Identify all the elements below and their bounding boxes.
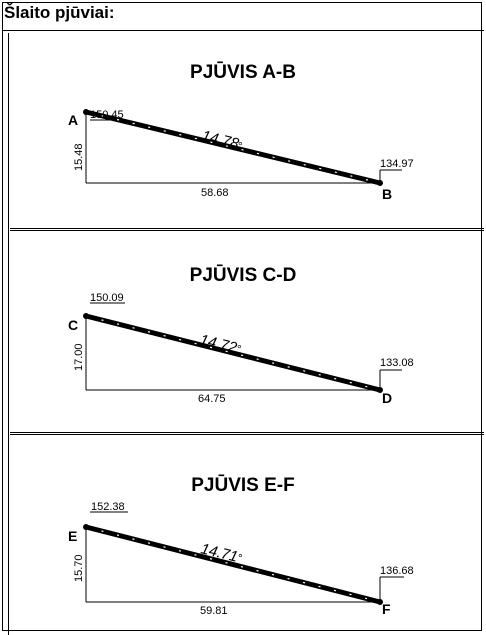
section-title-cd: PJŪVIS C-D (189, 265, 297, 286)
section-divider-2 (10, 432, 484, 435)
section-divider-1 (10, 228, 484, 231)
section-title-ab: PJŪVIS A-B (190, 62, 296, 83)
end-point-label: D (382, 390, 392, 406)
start-point-marker (83, 524, 89, 530)
drawing-frame (2, 2, 482, 631)
angle-degree-symbol: ° (237, 342, 242, 356)
start-elevation: 150.45 (90, 109, 124, 121)
end-point-marker (377, 180, 383, 186)
end-elevation: 134.97 (380, 158, 414, 170)
end-point-label: F (382, 601, 391, 617)
title-divider (2, 30, 484, 31)
start-point-label: A (68, 112, 78, 128)
inner-frame-border (8, 33, 486, 635)
end-point-marker (377, 387, 383, 393)
start-point-label: C (68, 317, 78, 333)
end-point-label: B (382, 186, 392, 202)
slope-height: 15.70 (73, 554, 85, 582)
profile-drawing-ef: E F 152.38 136.68 15.70 59.81 14.71 ° (68, 501, 414, 617)
section-title-ef: PJŪVIS E-F (191, 475, 295, 496)
slope-line (85, 109, 381, 186)
start-elevation: 150.09 (90, 292, 124, 304)
slope-length: 59.81 (200, 605, 228, 617)
end-elevation: 133.08 (380, 357, 414, 369)
end-elevation: 136.68 (380, 565, 414, 577)
slope-height: 17.00 (73, 343, 85, 371)
angle-degree-symbol: ° (238, 139, 243, 153)
slope-length: 64.75 (198, 393, 226, 405)
slope-line (85, 524, 381, 605)
sheet-title: Šlaito pjūviai: (4, 3, 115, 22)
start-point-label: E (68, 528, 77, 544)
slope-height: 15.48 (73, 143, 85, 171)
slope-length: 58.68 (201, 187, 229, 199)
start-point-marker (83, 109, 89, 115)
start-elevation: 152.38 (91, 501, 125, 513)
angle-degree-symbol: ° (238, 551, 243, 565)
start-point-marker (83, 313, 89, 319)
end-point-marker (377, 599, 383, 605)
slope-line (85, 313, 381, 393)
profile-drawing-ab: A B 150.45 134.97 15.48 58.68 14.78 ° (68, 109, 414, 202)
